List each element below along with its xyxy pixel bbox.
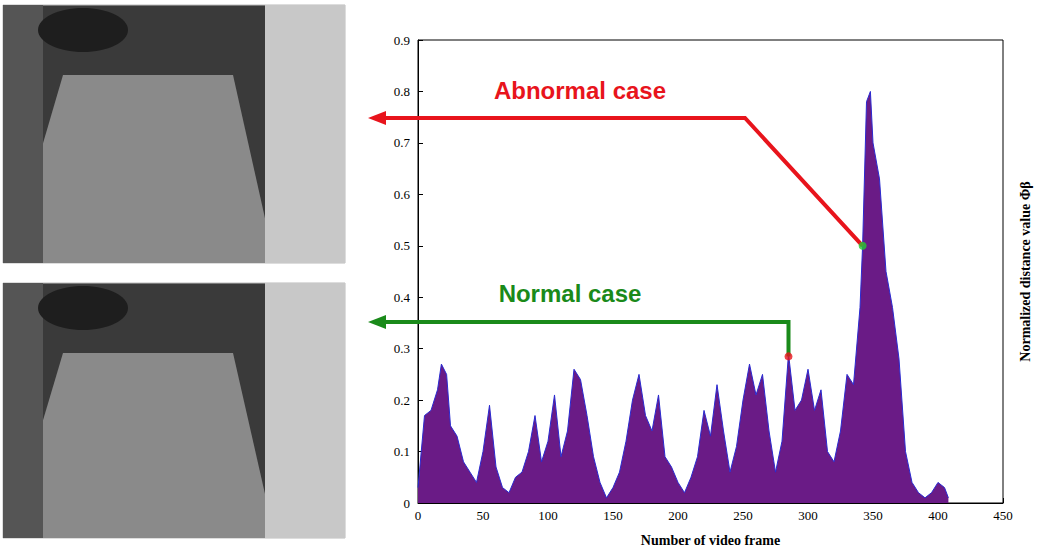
svg-text:0: 0 (404, 496, 411, 511)
svg-text:50: 50 (477, 508, 490, 523)
svg-text:0.8: 0.8 (394, 84, 410, 99)
svg-text:Abnormal case: Abnormal case (494, 77, 666, 104)
svg-text:200: 200 (668, 508, 688, 523)
svg-text:350: 350 (863, 508, 883, 523)
svg-text:0.2: 0.2 (394, 393, 410, 408)
svg-text:300: 300 (798, 508, 818, 523)
svg-text:Normal case: Normal case (499, 280, 642, 307)
svg-text:0.5: 0.5 (394, 238, 410, 253)
svg-text:250: 250 (733, 508, 753, 523)
svg-text:0.9: 0.9 (394, 33, 410, 48)
svg-text:0: 0 (415, 508, 422, 523)
svg-text:0.1: 0.1 (394, 444, 410, 459)
svg-text:0.4: 0.4 (394, 290, 411, 305)
svg-text:Normalized distance value Φβ: Normalized distance value Φβ (1018, 181, 1033, 361)
svg-text:150: 150 (603, 508, 623, 523)
svg-text:0.7: 0.7 (394, 135, 411, 150)
svg-text:0.3: 0.3 (394, 341, 410, 356)
svg-text:Number of video frame: Number of video frame (641, 533, 780, 548)
svg-text:450: 450 (993, 508, 1013, 523)
svg-text:400: 400 (928, 508, 948, 523)
svg-text:100: 100 (538, 508, 558, 523)
svg-text:0.6: 0.6 (394, 187, 411, 202)
